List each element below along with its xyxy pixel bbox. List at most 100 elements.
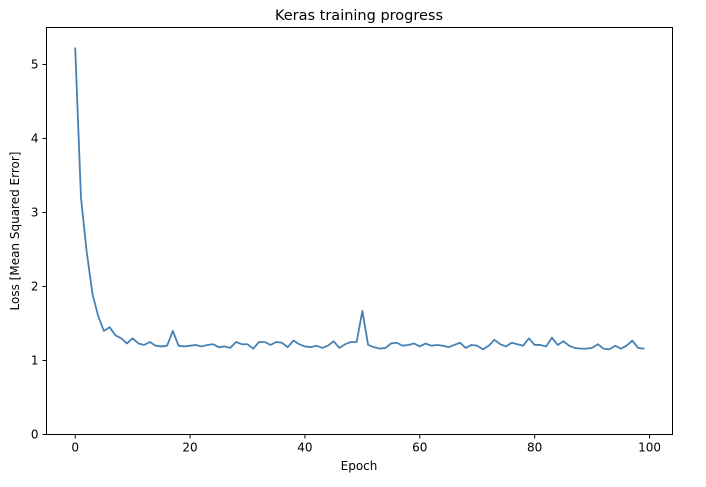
data-point	[511, 342, 513, 344]
data-point	[545, 346, 547, 348]
data-point	[591, 347, 593, 349]
data-point	[183, 346, 185, 348]
data-point	[218, 346, 220, 348]
data-point	[178, 345, 180, 347]
data-point	[620, 348, 622, 350]
data-point	[298, 343, 300, 345]
data-point	[637, 347, 639, 349]
series-layer	[74, 47, 645, 351]
data-point	[540, 344, 542, 346]
data-point	[189, 345, 191, 347]
data-point	[499, 343, 501, 345]
data-point	[344, 343, 346, 345]
data-point	[103, 330, 105, 332]
y-axis-ticks: 0 1 2 3 4 5	[31, 58, 47, 442]
y-axis-label: Loss [Mean Squared Error]	[8, 152, 22, 311]
data-point	[402, 345, 404, 347]
data-point	[80, 197, 82, 199]
data-point	[206, 344, 208, 346]
data-point	[120, 337, 122, 339]
data-point	[270, 344, 272, 346]
data-point	[126, 343, 128, 345]
data-point	[465, 347, 467, 349]
x-axis-label: Epoch	[341, 459, 378, 473]
data-point	[109, 326, 111, 328]
data-point	[310, 346, 312, 348]
loss-series-line	[74, 47, 645, 351]
data-point	[132, 337, 134, 339]
data-point	[528, 337, 530, 339]
data-point	[235, 341, 237, 343]
data-point	[551, 337, 553, 339]
data-point	[86, 251, 88, 253]
data-point	[390, 343, 392, 345]
data-point	[201, 346, 203, 348]
data-point	[562, 340, 564, 342]
y-tick-label: 2	[31, 280, 39, 294]
y-tick-label: 5	[31, 58, 39, 72]
y-tick-label: 3	[31, 206, 39, 220]
data-point	[149, 341, 151, 343]
x-axis-ticks: 0 20 40 60 80 100	[71, 434, 661, 455]
data-point	[453, 344, 455, 346]
data-point	[626, 345, 628, 347]
data-point	[608, 349, 610, 351]
data-point	[304, 346, 306, 348]
data-point	[212, 343, 214, 345]
data-point	[505, 346, 507, 348]
data-point	[459, 342, 461, 344]
data-point	[517, 343, 519, 345]
data-point	[316, 345, 318, 347]
y-tick-label: 4	[31, 132, 39, 146]
x-tick-label: 40	[297, 441, 312, 455]
data-point	[580, 348, 582, 350]
data-point	[384, 347, 386, 349]
data-point	[92, 293, 94, 295]
data-point	[258, 341, 260, 343]
data-point	[74, 47, 76, 49]
data-point	[373, 346, 375, 348]
plot-area-frame	[46, 27, 673, 435]
data-point	[494, 339, 496, 341]
data-point	[407, 344, 409, 346]
y-tick-label: 1	[31, 354, 39, 368]
data-point	[172, 330, 174, 332]
data-point	[356, 341, 358, 343]
data-point	[350, 341, 352, 343]
data-point	[97, 315, 99, 317]
data-point	[338, 347, 340, 349]
data-point	[195, 344, 197, 346]
data-point	[603, 348, 605, 350]
data-point	[597, 343, 599, 345]
data-point	[166, 345, 168, 347]
data-point	[585, 348, 587, 350]
data-point	[574, 347, 576, 349]
data-point	[631, 340, 633, 342]
data-point	[488, 345, 490, 347]
data-point	[425, 343, 427, 345]
chart-title: Keras training progress	[275, 8, 443, 24]
data-point	[327, 345, 329, 347]
x-tick-label: 100	[638, 441, 661, 455]
x-tick-label: 20	[182, 441, 197, 455]
data-point	[252, 348, 254, 350]
data-point	[361, 310, 363, 312]
data-point	[557, 344, 559, 346]
data-point	[482, 349, 484, 351]
data-point	[413, 343, 415, 345]
x-tick-label: 60	[412, 441, 427, 455]
data-point	[396, 342, 398, 344]
data-point	[476, 345, 478, 347]
y-tick-label: 0	[31, 428, 39, 442]
data-point	[436, 344, 438, 346]
data-point	[448, 346, 450, 348]
data-point	[115, 334, 117, 336]
data-point	[264, 341, 266, 343]
data-point	[614, 345, 616, 347]
data-point	[522, 345, 524, 347]
data-point	[379, 348, 381, 350]
data-point	[442, 345, 444, 347]
data-point	[419, 346, 421, 348]
